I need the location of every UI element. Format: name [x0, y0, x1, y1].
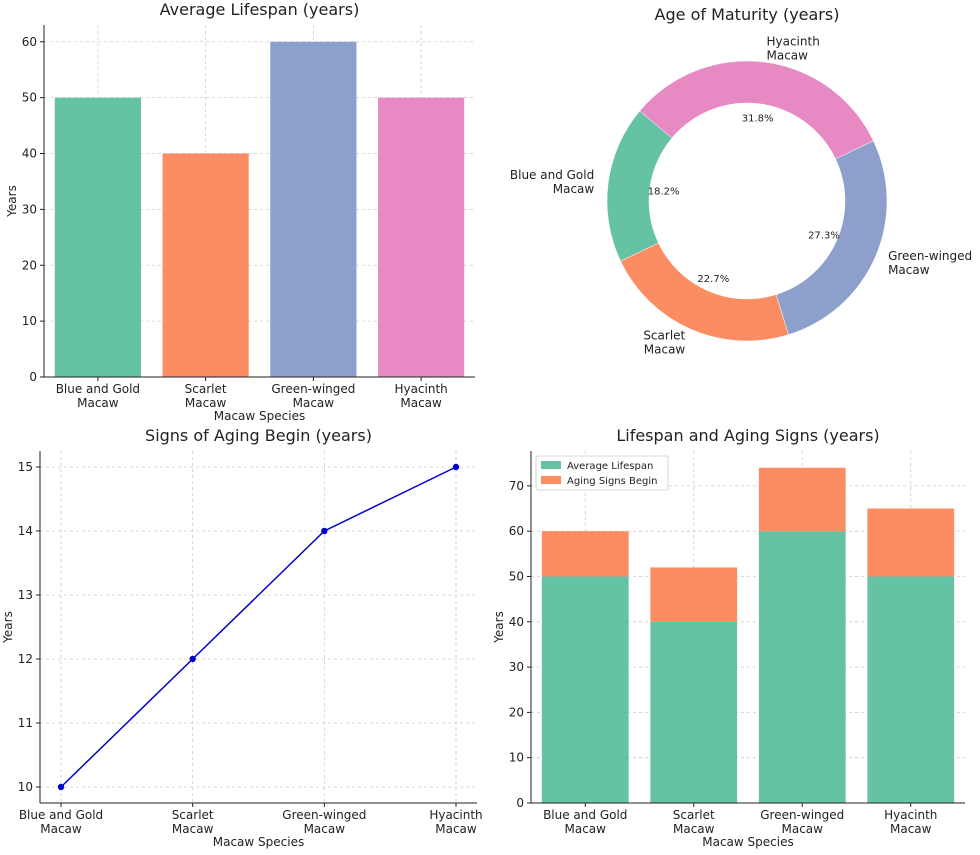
maturity-slice-label: Green-winged Macaw	[888, 249, 972, 277]
stacked-chart-xtick-label: Green-winged Macaw	[760, 808, 844, 836]
aging-chart-ytick-label: 14	[18, 524, 33, 538]
aging-line	[60, 466, 457, 788]
lifespan-bar	[378, 97, 465, 377]
stacked-bar-lifespan	[650, 621, 738, 803]
stacked-chart-xtick-label: Scarlet Macaw	[673, 808, 715, 836]
aging-chart-ytick-label: 11	[18, 716, 33, 730]
maturity-slice-pct: 22.7%	[697, 274, 729, 285]
stacked-chart-xlabel: Macaw Species	[702, 835, 793, 849]
stacked-chart-title: Lifespan and Aging Signs (years)	[616, 426, 879, 445]
stacked-bar-aging	[758, 467, 846, 532]
stacked-chart-axes: 0 10 20 30 40 50 60 70 Blue and Gold Macaw Scarlet…	[492, 426, 965, 849]
lifespan-bar	[162, 153, 249, 377]
lifespan-bar	[54, 97, 141, 377]
maturity-slice-pct: 31.8%	[742, 114, 774, 125]
stacked-chart-ytick-label: 60	[509, 524, 524, 538]
lifespan-chart-ylabel: Years	[5, 185, 19, 218]
stacked-legend-label: Aging Signs Begin	[567, 476, 658, 487]
maturity-slice-pct: 27.3%	[808, 231, 840, 242]
lifespan-chart-ytick-label: 40	[22, 147, 37, 161]
aging-point	[57, 783, 65, 791]
maturity-slice-label: Blue and Gold Macaw	[510, 168, 595, 196]
aging-chart-xlabel: Macaw Species	[213, 835, 304, 849]
aging-chart-xtick-label: Blue and Gold Macaw	[19, 808, 103, 836]
stacked-legend-box	[535, 455, 669, 491]
maturity-slice	[620, 242, 789, 342]
stacked-chart-xtick-label: Hyacinth Macaw	[884, 808, 937, 836]
aging-chart-title: Signs of Aging Begin (years)	[145, 426, 372, 445]
stacked-chart-ytick-label: 10	[509, 751, 524, 765]
stacked-chart-xtick-label: Blue and Gold Macaw	[543, 808, 627, 836]
stacked-chart-ytick-label: 30	[509, 660, 524, 674]
lifespan-chart-xlabel: Macaw Species	[214, 409, 305, 423]
stacked-chart-ylabel: Years	[492, 611, 506, 644]
maturity-slice-label: Hyacinth Macaw	[766, 35, 819, 63]
stacked-chart-ytick-label: 40	[509, 615, 524, 629]
lifespan-chart-ytick-label: 20	[22, 258, 37, 272]
maturity-slice	[639, 60, 874, 160]
maturity-slice-pct: 18.2%	[648, 186, 680, 197]
stacked-bar-lifespan	[867, 576, 955, 803]
lifespan-chart-xtick-label: Hyacinth Macaw	[394, 382, 447, 410]
stacked-legend: Average Lifespan Aging Signs Begin	[535, 455, 669, 491]
aging-point	[189, 655, 196, 663]
aging-chart-xtick-label: Green-winged Macaw	[282, 808, 366, 836]
lifespan-chart-xtick-label: Green-winged Macaw	[271, 382, 355, 410]
stacked-chart-ytick-label: 70	[509, 479, 524, 493]
lifespan-chart-title: Average Lifespan (years)	[160, 0, 360, 19]
stacked-bar-aging	[650, 567, 738, 622]
stacked-bar-lifespan	[758, 531, 846, 803]
aging-chart-ytick-label: 12	[18, 652, 33, 666]
stacked-bar-aging	[867, 508, 955, 577]
maturity-chart: Age of Maturity (years) 18.2% Blue and Gol…	[510, 5, 972, 356]
maturity-slice-label: Scarlet Macaw	[643, 329, 685, 357]
stacked-chart-ytick-label: 50	[509, 569, 524, 583]
stacked-chart-ytick-label: 20	[509, 705, 524, 719]
aging-chart-xtick-label: Scarlet Macaw	[172, 808, 214, 836]
aging-point	[452, 463, 460, 471]
aging-point	[321, 527, 328, 535]
stacked-legend-swatch	[541, 461, 561, 469]
aging-chart-ytick-label: 13	[18, 588, 33, 602]
lifespan-chart-xtick-label: Scarlet Macaw	[185, 382, 227, 410]
stacked-bar-lifespan	[541, 576, 629, 803]
lifespan-chart-ytick-label: 60	[22, 35, 37, 49]
lifespan-chart-ytick-label: 30	[22, 202, 37, 216]
stacked-legend-label: Average Lifespan	[567, 461, 653, 472]
aging-chart-axes: 10 11 12 13 14 15 Blue and Gold Macaw Scarlet Mac…	[1, 426, 483, 849]
stacked-chart-ytick-label: 0	[516, 796, 524, 810]
lifespan-chart-xtick-label: Blue and Gold Macaw	[56, 382, 140, 410]
lifespan-chart-axes: 0 10 20 30 40 50 60 Blue and Gold Macaw Scarlet Ma…	[5, 0, 475, 423]
aging-chart-ylabel: Years	[1, 611, 15, 644]
stacked-legend-swatch	[541, 476, 561, 484]
maturity-chart-title: Age of Maturity (years)	[655, 5, 840, 24]
aging-chart-ytick-label: 10	[18, 780, 33, 794]
lifespan-chart-ytick-label: 10	[22, 314, 37, 328]
lifespan-bar	[270, 41, 357, 378]
lifespan-chart-ytick-label: 50	[22, 91, 37, 105]
aging-chart-ytick-label: 15	[18, 460, 33, 474]
aging-chart-xtick-label: Hyacinth Macaw	[429, 808, 482, 836]
stacked-bar-aging	[541, 531, 629, 577]
lifespan-chart-ytick-label: 0	[29, 370, 37, 384]
